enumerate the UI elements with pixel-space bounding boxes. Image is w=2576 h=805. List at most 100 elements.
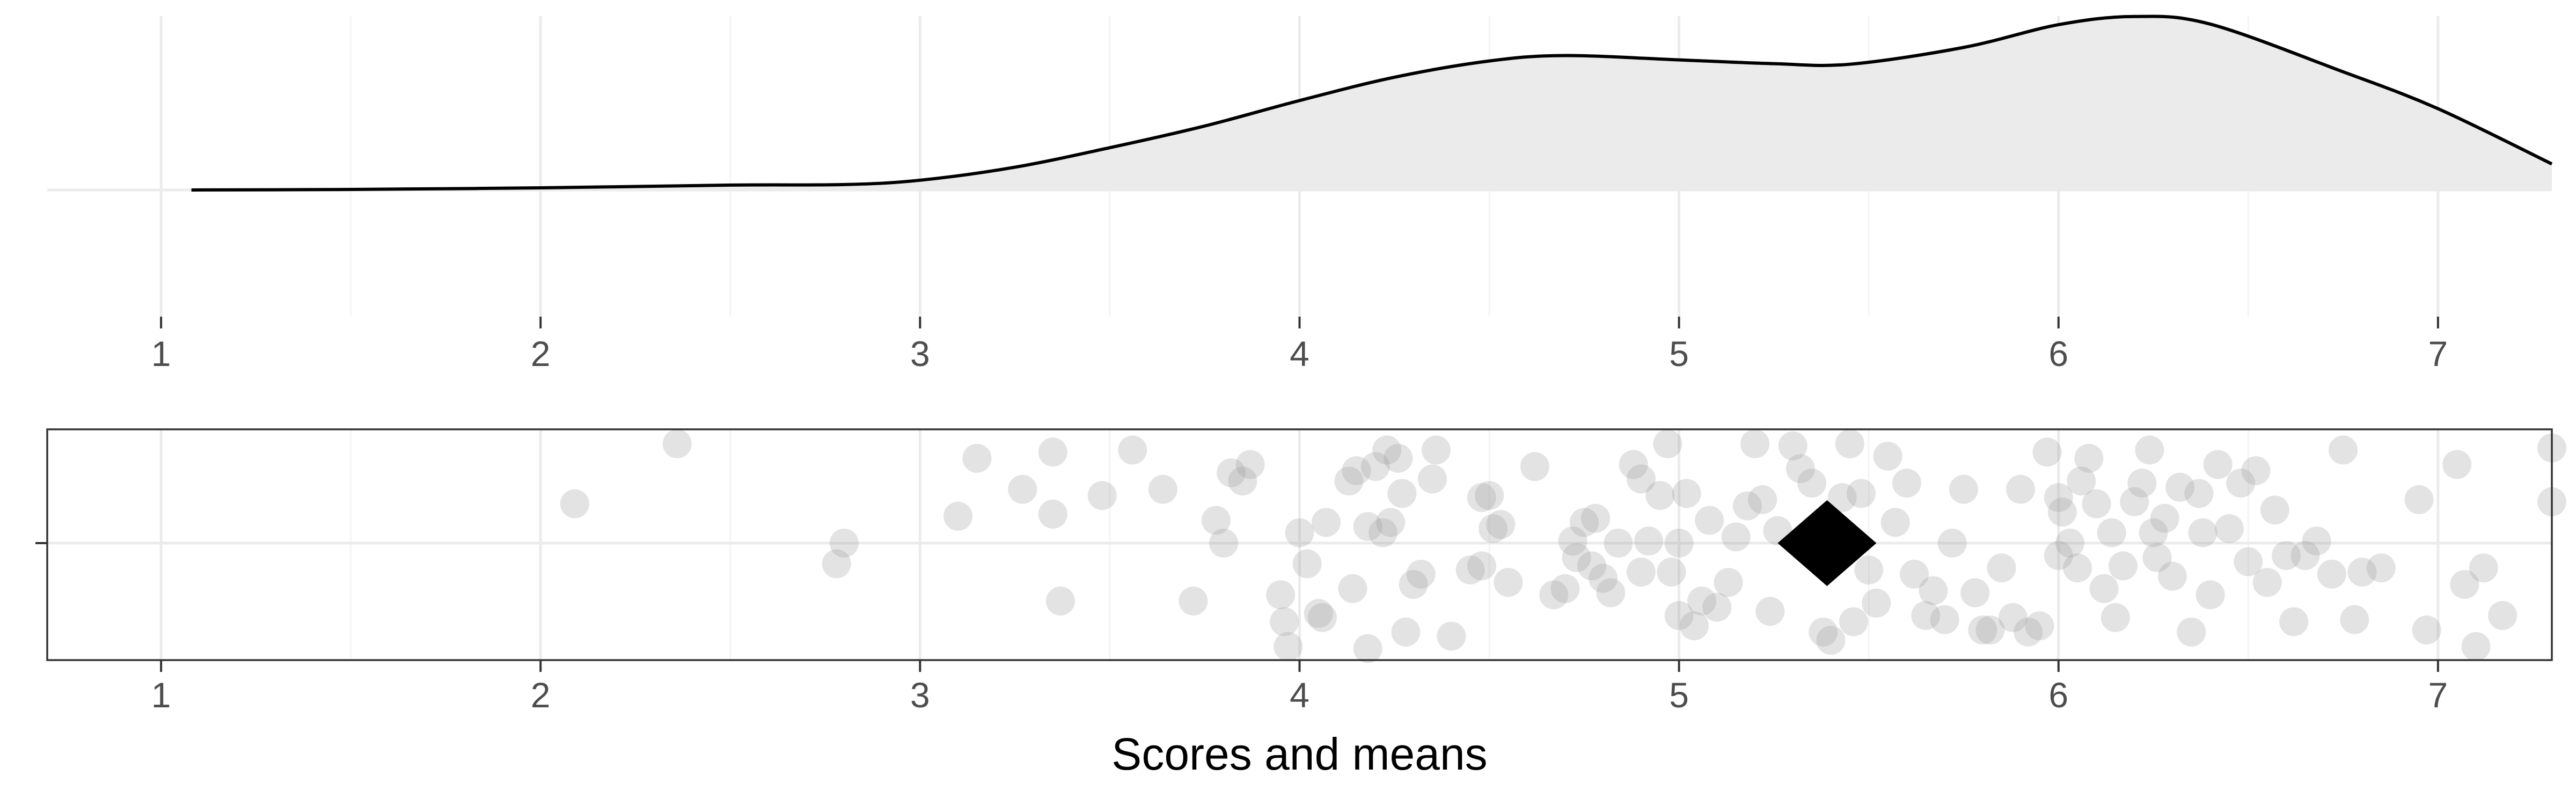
score-point <box>1285 518 1314 547</box>
score-point <box>1873 442 1902 471</box>
scatter-points <box>560 429 2566 663</box>
score-point <box>1626 464 1656 494</box>
density-x-tick-label: 2 <box>531 334 551 374</box>
x-axis-title: Scores and means <box>1111 729 1487 779</box>
score-point <box>2252 568 2282 597</box>
score-point <box>2450 570 2479 599</box>
score-point <box>2074 443 2104 473</box>
scatter-x-tick-label: 4 <box>1290 675 1309 715</box>
score-point <box>2177 617 2206 647</box>
score-point <box>1687 586 1717 616</box>
score-point <box>560 489 589 518</box>
score-point <box>1292 549 1322 579</box>
score-point <box>1968 615 1997 645</box>
score-point <box>2340 605 2369 634</box>
score-point <box>1338 574 1367 603</box>
density-area <box>191 16 2552 190</box>
score-point <box>2135 435 2164 465</box>
score-point <box>1266 580 1296 610</box>
score-point <box>1422 435 1451 465</box>
score-point <box>1376 508 1406 537</box>
score-point <box>1118 435 1147 465</box>
score-point <box>1695 506 1724 535</box>
scatter-panel: 1 2 3 4 5 6 7 Scores and means <box>35 428 2566 779</box>
score-point <box>1755 597 1785 626</box>
scatter-x-tick-label: 2 <box>531 675 551 715</box>
score-point <box>2165 472 2195 502</box>
score-point <box>1998 603 2028 632</box>
score-point <box>1342 456 1371 486</box>
score-point <box>1664 529 1694 558</box>
score-point <box>2366 553 2396 583</box>
score-point <box>1619 450 1648 479</box>
score-point <box>1748 485 1777 515</box>
score-point <box>2139 518 2168 547</box>
score-point <box>1854 555 1884 585</box>
score-point <box>1270 607 1299 636</box>
score-point <box>2290 541 2320 570</box>
score-point <box>1835 429 1864 458</box>
scatter-x-tick-label: 6 <box>2048 675 2068 715</box>
score-point <box>1740 429 1770 458</box>
score-point <box>1372 435 1402 465</box>
score-point <box>2067 466 2096 496</box>
score-point <box>2260 495 2289 525</box>
density-x-tick-label: 7 <box>2428 334 2448 374</box>
score-point <box>1201 506 1231 535</box>
score-point <box>1862 588 1891 618</box>
score-point <box>1589 564 1618 593</box>
score-point <box>1892 469 1921 498</box>
score-point <box>1274 632 1303 661</box>
score-point <box>1949 474 1978 504</box>
score-point <box>1778 431 1807 460</box>
score-point <box>1368 518 1398 547</box>
score-point <box>1797 469 1827 498</box>
score-point <box>2014 617 2043 647</box>
score-point <box>1569 508 1599 537</box>
score-point <box>1539 580 1569 610</box>
score-point <box>1645 481 1675 510</box>
score-point <box>1839 607 1868 636</box>
score-point <box>1657 557 1686 587</box>
score-point <box>2157 561 2187 591</box>
score-point <box>2203 450 2233 479</box>
density-x-tick-label: 1 <box>151 334 171 374</box>
score-point <box>1732 491 1762 521</box>
score-point <box>662 429 692 458</box>
scatter-gridlines <box>47 429 2552 660</box>
score-point <box>2347 557 2377 587</box>
score-point <box>2101 603 2130 632</box>
score-point <box>1353 512 1382 541</box>
score-point <box>1937 529 1967 558</box>
score-point <box>1634 526 1664 556</box>
score-point <box>1558 526 1587 556</box>
score-point <box>1911 601 1941 630</box>
score-point <box>2234 547 2263 576</box>
score-point <box>2469 553 2498 583</box>
score-point <box>1179 586 1208 616</box>
score-point <box>1467 483 1496 513</box>
score-point <box>1809 617 1838 647</box>
score-point <box>1046 586 1075 616</box>
score-point <box>1679 611 1709 641</box>
score-point <box>1455 555 1485 585</box>
scatter-x-tick-label: 3 <box>910 675 930 715</box>
score-point <box>1702 592 1732 622</box>
score-point <box>1038 500 1067 529</box>
score-point <box>1494 568 1523 597</box>
score-point <box>2150 503 2179 533</box>
score-point <box>1930 605 1959 634</box>
score-point <box>2120 487 2149 516</box>
score-point <box>2442 450 2472 479</box>
score-point <box>1520 452 1549 481</box>
score-point <box>2317 559 2346 589</box>
score-point <box>1353 634 1382 663</box>
score-point <box>1360 452 1390 481</box>
score-point <box>2082 489 2111 518</box>
score-point <box>1880 508 1910 537</box>
density-x-axis: 1 2 3 4 5 6 7 <box>151 317 2448 374</box>
score-point <box>962 443 992 473</box>
score-point <box>1235 450 1265 479</box>
score-point <box>2241 456 2271 486</box>
